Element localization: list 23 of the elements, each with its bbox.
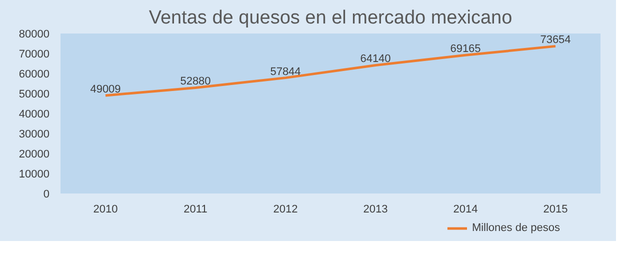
y-tick-label: 10000: [18, 168, 50, 180]
data-label: 57844: [270, 66, 301, 78]
y-tick-label: 0: [43, 188, 50, 200]
data-label: 73654: [540, 34, 571, 46]
x-tick-label: 2013: [363, 204, 388, 216]
x-tick-label: 2011: [184, 204, 208, 216]
x-tick-label: 2015: [543, 204, 568, 216]
y-tick-label: 70000: [18, 48, 50, 60]
x-tick-label: 2012: [273, 204, 298, 216]
y-tick-label: 40000: [18, 108, 50, 120]
y-tick-label: 30000: [18, 128, 50, 140]
legend-label: Millones de pesos: [472, 222, 560, 234]
y-tick-label: 20000: [18, 148, 50, 160]
data-label: 69165: [450, 43, 481, 56]
x-tick-label: 2014: [453, 204, 478, 216]
data-label: 52880: [180, 76, 211, 88]
chart-title: Ventas de quesos en el mercado mexicano: [148, 8, 512, 28]
data-label: 64140: [360, 53, 391, 66]
y-tick-label: 80000: [18, 28, 50, 40]
y-tick-label: 50000: [18, 88, 50, 100]
x-tick-label: 2010: [93, 204, 118, 216]
y-tick-label: 60000: [18, 68, 50, 80]
data-label: 49009: [90, 83, 121, 96]
